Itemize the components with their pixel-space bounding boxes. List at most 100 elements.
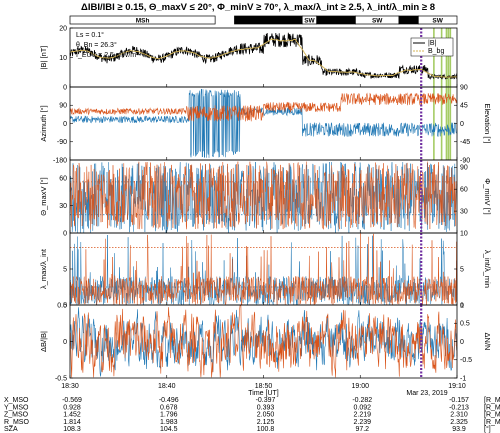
region-bar: MSh BS SW BS SW BS SW: [69, 15, 458, 25]
highlight-band-4: [449, 87, 452, 160]
ylabel-left: ΔB/|B|: [39, 331, 48, 352]
ephem-value: -0.213: [449, 404, 469, 411]
ephem-row-label: X_MSO: [4, 397, 29, 404]
ephem-value: 1.452: [63, 412, 81, 419]
ytick-label-right: 0: [460, 121, 464, 128]
ylabel-right: ΔN/N: [483, 333, 492, 351]
region-label-1: BS: [264, 17, 274, 24]
ephem-value: 2.239: [353, 419, 371, 426]
ephem-unit: [°]: [484, 425, 491, 433]
ephem-value: 104.5: [160, 426, 178, 433]
series-dN-N: [69, 305, 458, 378]
legend-label-b: |B|: [428, 40, 436, 47]
date-label: Mar 23, 2019: [406, 390, 447, 397]
ytick-label-right: 10: [460, 230, 468, 237]
highlight-band-3: [447, 87, 450, 160]
xtick-label: 18:30: [61, 383, 79, 390]
ytick-label-right: 90: [460, 165, 468, 172]
panel-4: 0 5 λ_max/λ_int 0 5 10 λ_int/λ_min: [39, 230, 492, 309]
ytick-label-right: 45: [460, 103, 468, 110]
ephem-value: 0.393: [257, 404, 275, 411]
series-phi-minv: [69, 161, 458, 230]
ephem-value: 1.814: [63, 419, 81, 426]
ephem-unit: [R_M]: [484, 419, 500, 426]
ylabel-left: Θ_maxV [°]: [39, 177, 48, 215]
ephem-value: 93.9: [452, 426, 466, 433]
ytick-label-right: -1: [460, 375, 466, 382]
ephemeris-table: X_MSO -0.569 -0.496 -0.397 -0.282 -0.157 [R_M]…: [4, 397, 500, 433]
series-b-magnitude: [69, 32, 458, 80]
ylabel-right: Elevation [°]: [483, 103, 492, 143]
highlight-band-0: [433, 28, 435, 87]
ytick-label-left: 5: [63, 266, 67, 273]
xtick-label: 19:10: [448, 383, 466, 390]
ytick-label-right: -45: [460, 139, 470, 146]
xtick-label: 18:40: [158, 383, 176, 390]
ytick-label-right: 90: [460, 84, 468, 91]
ytick-label-left: 0: [63, 302, 67, 309]
series-lint-lmin: [69, 232, 458, 306]
ylabel-right: λ_int/λ_min: [483, 250, 492, 288]
highlight-band-2: [445, 87, 448, 160]
ytick-label-left: -180: [53, 157, 67, 164]
ephem-row-label: Z_MSO: [4, 412, 29, 419]
ephem-value: 2.219: [353, 412, 371, 419]
ephem-row-label: SZA: [4, 426, 18, 433]
highlight-band-1: [440, 87, 443, 160]
region-label-0: MSh: [136, 17, 150, 24]
ylabel-left: λ_max/λ_int: [39, 248, 48, 289]
panel-1: 0 10 20 |B| [nT] Ls = 0.1° θ_Bn = 26.3° I_EUV …: [39, 25, 458, 91]
highlight-band-0: [433, 87, 435, 160]
ephem-value: 108.3: [63, 426, 81, 433]
ephem-value: 0.092: [353, 404, 371, 411]
ytick-label-right: -90: [460, 157, 470, 164]
ylabel-right: Φ_minV [°]: [483, 178, 492, 215]
ytick-label-right: 5: [460, 266, 464, 273]
region-label-4: SW: [372, 17, 383, 24]
ytick-label-left: -90: [57, 139, 67, 146]
chart-title: ΔIBI/IBI ≥ 0.15, Θ_maxV ≤ 20°, Φ_minV ≥ …: [81, 2, 435, 13]
ephem-value: 97.2: [355, 426, 369, 433]
ephem-value: 2.310: [450, 412, 468, 419]
region-label-3: BS: [332, 17, 342, 24]
highlight-band-3: [447, 28, 450, 87]
legend-label-bbg: B_bg: [428, 48, 444, 55]
ephem-unit: [R_M]: [484, 397, 500, 404]
ephem-row-label: Y_MSO: [4, 404, 29, 411]
ytick-label-right: 30: [460, 209, 468, 216]
highlight-band-4: [449, 28, 452, 87]
ytick-label-left: -0.5: [55, 375, 67, 382]
time-axis: 18:30 18:40 18:50 19:00 19:10 Time [UT] Mar 23…: [61, 383, 466, 397]
ytick-label-left: 0: [63, 230, 67, 237]
ylabel-left: Azimuth [°]: [39, 105, 48, 141]
ytick-label-left: 10: [59, 55, 67, 62]
ytick-label-left: 30: [59, 203, 67, 210]
ephem-value: 100.8: [257, 426, 275, 433]
ephem-value: 2.325: [450, 419, 468, 426]
panel-2: -180 -90 0 90 Azimuth [°] -90 -45 0 45 90 Elevatio…: [39, 84, 492, 164]
ephem-value: 0.928: [63, 404, 81, 411]
region-label-2: SW: [304, 17, 315, 24]
ephem-row-label: R_MSO: [4, 419, 29, 426]
panel-annotation-1: θ_Bn = 26.3°: [76, 41, 117, 49]
ytick-label-left: 90: [59, 103, 67, 110]
panel-3: 0 30 60 Θ_maxV [°] 30 60 90 Φ_minV [°]: [39, 159, 492, 237]
ytick-label-right: 60: [460, 187, 468, 194]
highlight-band-1: [440, 28, 443, 87]
ephem-value: 1.983: [160, 419, 178, 426]
ephem-value: -0.282: [352, 397, 372, 404]
xtick-label: 18:50: [255, 383, 273, 390]
ytick-label-left: 0: [63, 339, 67, 346]
ephem-value: -0.569: [62, 397, 82, 404]
ytick-label-left: 60: [59, 176, 67, 183]
ytick-label-left: 0.5: [57, 302, 67, 309]
series-azimuth: [69, 88, 458, 158]
ephem-value: -0.157: [449, 397, 469, 404]
region-box-0: [69, 15, 216, 25]
region-label-5: BS: [404, 17, 414, 24]
ytick-label-right: 1: [460, 302, 464, 309]
ytick-label-right: 0.5: [460, 321, 470, 328]
ephem-value: 2.125: [257, 419, 275, 426]
